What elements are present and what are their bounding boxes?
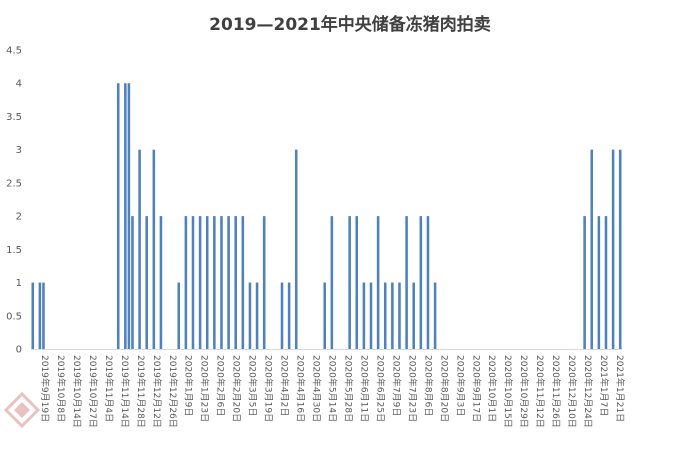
x-tick-label: 2020年10月1日 — [486, 355, 498, 422]
x-tick-label: 2020年5月14日 — [327, 355, 339, 422]
bar — [31, 282, 35, 349]
bar — [590, 149, 594, 349]
bar — [348, 216, 351, 349]
bar — [191, 216, 195, 349]
x-tick-label: 2020年2月6日 — [215, 355, 227, 416]
bar — [262, 216, 266, 349]
bar — [205, 216, 209, 349]
bar — [287, 282, 291, 349]
y-tick-label: 2 — [16, 212, 22, 223]
chart-title: 2019—2021年中央储备冻猪肉拍卖 — [209, 15, 491, 35]
x-tick-label: 2020年8月20日 — [438, 355, 450, 422]
bar — [405, 216, 408, 349]
bar — [597, 216, 601, 349]
x-tick-label: 2019年11月28日 — [135, 355, 147, 428]
bar — [433, 282, 437, 349]
x-tick-label: 2020年8月6日 — [422, 355, 434, 416]
x-tick-label: 2020年3月19日 — [263, 355, 275, 422]
x-tick-label: 2020年5月28日 — [342, 355, 354, 422]
x-tick-label: 2020年12月10日 — [566, 355, 578, 428]
x-tick-label: 2020年1月23日 — [199, 355, 211, 422]
x-tick-label: 2019年11月4日 — [103, 355, 115, 422]
y-tick-label: 0.5 — [6, 311, 22, 322]
bar — [426, 216, 430, 349]
bar — [323, 282, 326, 349]
x-tick-label: 2020年2月20日 — [231, 355, 243, 422]
bar — [138, 149, 141, 349]
x-tick-label: 2020年4月30日 — [311, 355, 323, 422]
bar — [116, 83, 120, 349]
x-tick-label: 2019年9月19日 — [39, 355, 51, 422]
x-tick-label: 2020年12月24日 — [582, 355, 594, 428]
bar — [280, 282, 284, 349]
bar — [330, 216, 334, 349]
bar — [42, 282, 45, 349]
y-tick-label: 4 — [16, 79, 22, 90]
x-tick-label: 2019年11月14日 — [119, 355, 131, 428]
bar — [618, 149, 622, 349]
bar — [124, 83, 127, 349]
bar — [294, 149, 298, 349]
bar — [412, 282, 415, 349]
x-tick-label: 2019年12月26日 — [167, 355, 179, 428]
x-tick-label: 2019年10月27日 — [87, 355, 99, 428]
y-tick-label: 2.5 — [6, 178, 22, 189]
x-tick-label: 2020年6月11日 — [358, 355, 370, 422]
bar — [152, 149, 156, 349]
x-tick-label: 2020年7月9日 — [390, 355, 402, 416]
bar — [198, 216, 202, 349]
y-tick-label: 1 — [16, 278, 22, 289]
bar — [355, 216, 359, 349]
x-tick-label: 2019年10月8日 — [55, 355, 67, 422]
bar — [227, 216, 230, 349]
x-tick-label: 2020年1月9日 — [183, 355, 195, 416]
bar — [159, 216, 163, 349]
x-tick-label: 2021年1月7日 — [598, 355, 610, 416]
bar — [184, 216, 188, 349]
x-tick-label: 2020年6月25日 — [374, 355, 386, 422]
bar — [234, 216, 237, 349]
x-tick-label: 2021年1月21日 — [614, 355, 626, 422]
x-tick-label: 2020年9月17日 — [470, 355, 482, 422]
bar — [177, 282, 181, 349]
x-tick-label: 2019年10月14日 — [71, 355, 83, 428]
bar — [213, 216, 216, 349]
bar — [362, 282, 366, 349]
bar — [369, 282, 373, 349]
y-tick-label: 0 — [16, 345, 22, 356]
watermark-logo — [4, 392, 40, 428]
bar — [241, 216, 245, 349]
bar — [376, 216, 380, 349]
x-tick-label: 2020年7月23日 — [406, 355, 418, 422]
x-tick-label: 2020年4月16日 — [295, 355, 307, 422]
y-tick-label: 1.5 — [6, 245, 22, 256]
y-tick-label: 3 — [16, 145, 22, 156]
bar — [220, 216, 223, 349]
bar — [398, 282, 401, 349]
bar — [145, 216, 148, 349]
bar — [583, 216, 586, 349]
bar — [248, 282, 252, 349]
bar — [38, 282, 42, 349]
bar — [419, 216, 423, 349]
x-tick-label: 2020年9月3日 — [454, 355, 466, 416]
y-tick-label: 3.5 — [6, 112, 22, 123]
x-tick-label: 2020年11月12日 — [534, 355, 546, 428]
bar — [131, 216, 134, 349]
y-tick-label: 4.5 — [6, 46, 22, 57]
bar — [383, 282, 387, 349]
x-tick-label: 2020年11月26日 — [550, 355, 562, 428]
x-tick-label: 2020年3月5日 — [247, 355, 259, 416]
bar — [611, 149, 615, 349]
bar — [255, 282, 259, 349]
x-tick-label: 2020年4月2日 — [279, 355, 291, 416]
bar — [391, 282, 394, 349]
x-tick-label: 2020年10月29日 — [518, 355, 530, 428]
x-tick-label: 2020年10月15日 — [502, 355, 514, 428]
bar — [127, 83, 131, 349]
x-tick-label: 2019年12月12日 — [151, 355, 163, 428]
bar — [604, 216, 608, 349]
